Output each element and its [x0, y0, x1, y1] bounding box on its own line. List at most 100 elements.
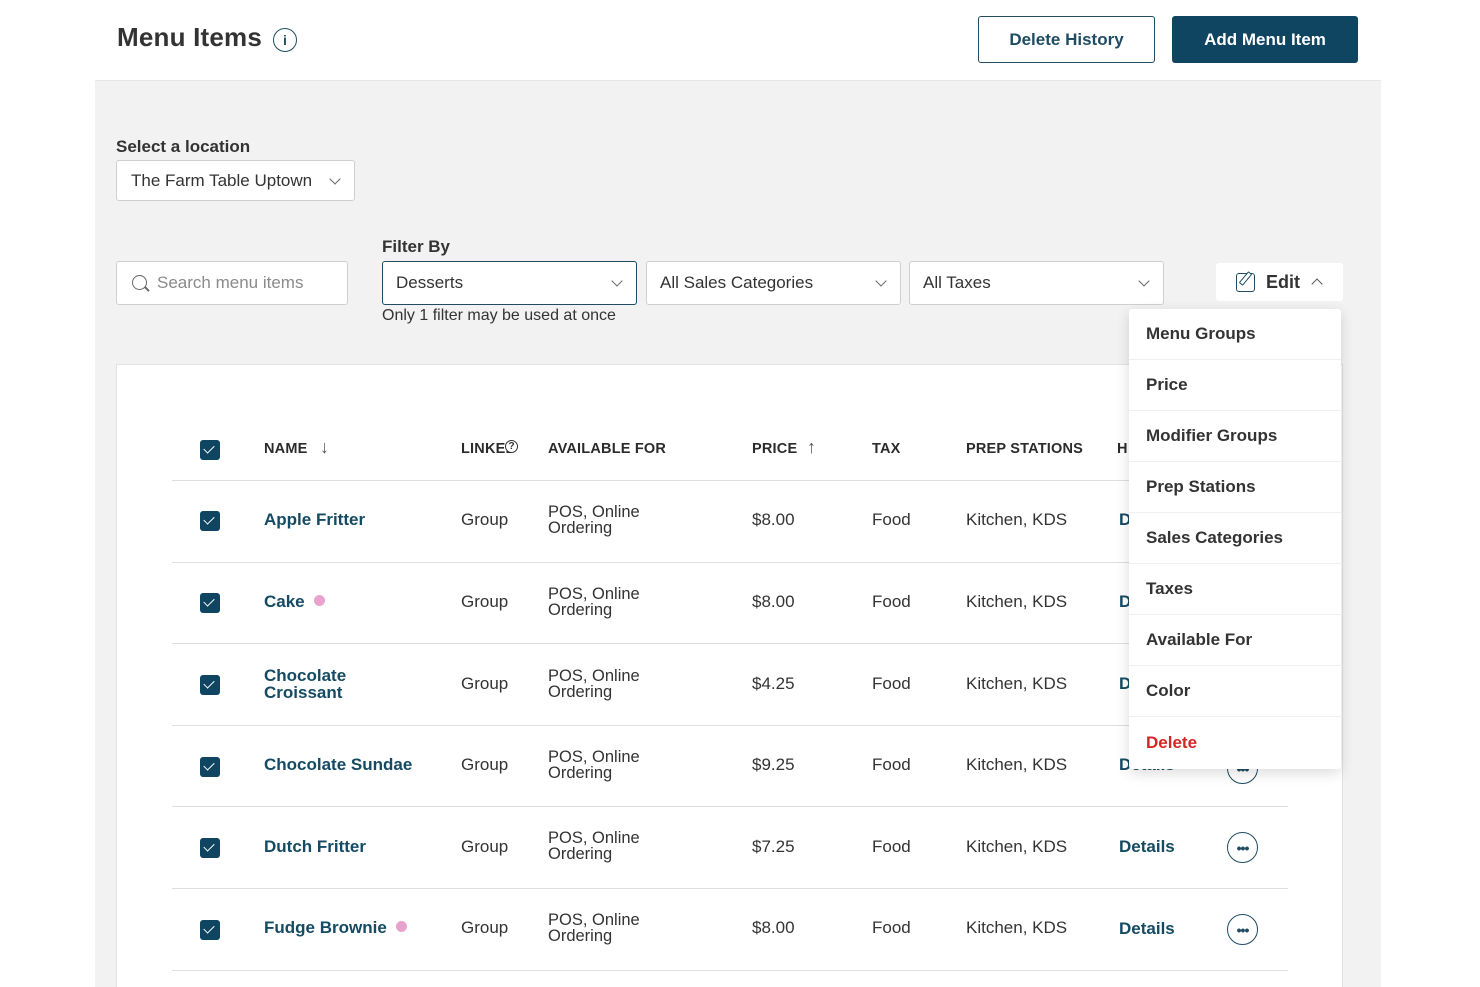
column-header-h: H — [1117, 441, 1128, 457]
available-for-cell: POS, Online Ordering — [548, 911, 640, 945]
color-dot-icon — [313, 595, 325, 606]
column-header-name[interactable]: NAME — [264, 441, 308, 457]
available-for-cell: POS, Online Ordering — [548, 829, 640, 863]
row-checkbox[interactable] — [200, 757, 220, 777]
menu-item-price[interactable]: Price — [1129, 360, 1341, 411]
location-value: The Farm Table Uptown — [131, 170, 313, 190]
item-name-link[interactable]: Dutch Fritter — [264, 837, 366, 856]
details-link[interactable]: Details — [1119, 837, 1175, 856]
prep-stations-cell: Kitchen, KDS — [966, 837, 1068, 856]
item-name-link[interactable]: Cake — [264, 593, 325, 610]
tax-cell: Food — [872, 837, 911, 856]
item-name-link[interactable]: Chocolate Sundae — [264, 755, 413, 774]
chevron-down-icon — [611, 275, 623, 287]
column-header-prep-stations: PREP STATIONS — [966, 441, 1084, 457]
price-cell: $8.00 — [752, 510, 795, 529]
location-label: Select a location — [116, 137, 251, 156]
prep-stations-cell: Kitchen, KDS — [966, 755, 1068, 774]
price-cell: $7.25 — [752, 837, 795, 856]
menu-item-menu-groups[interactable]: Menu Groups — [1129, 309, 1341, 360]
available-for-cell: POS, Online Ordering — [548, 585, 640, 619]
linked-label: LINKED — [461, 441, 517, 457]
search-input[interactable]: Search menu items — [116, 261, 348, 305]
row-checkbox[interactable] — [200, 511, 220, 531]
prep-stations-cell: Kitchen, KDS — [966, 674, 1068, 693]
chevron-down-icon — [329, 173, 341, 185]
tax-filter-value: All Taxes — [923, 273, 991, 292]
filter-by-label: Filter By — [382, 237, 451, 256]
tax-cell: Food — [872, 755, 911, 774]
menu-group-filter-select[interactable]: Desserts — [382, 261, 637, 305]
column-header-available-for: AVAILABLE FOR — [548, 441, 667, 457]
divider — [172, 806, 1288, 807]
price-cell: $9.25 — [752, 755, 795, 774]
prep-stations-cell: Kitchen, KDS — [966, 918, 1068, 937]
available-for-cell: POS, Online Ordering — [548, 667, 640, 701]
info-icon[interactable]: i — [273, 28, 297, 52]
row-checkbox[interactable] — [200, 593, 220, 613]
page-title: Menu Items — [117, 22, 263, 52]
search-icon — [132, 275, 147, 290]
linked-cell: Group — [461, 918, 509, 937]
divider — [172, 562, 1288, 563]
chevron-down-icon — [875, 275, 887, 287]
page-header: Menu Items i Delete History Add Menu Ite… — [95, 0, 1381, 81]
column-header-linked: LINKED — [461, 441, 516, 457]
sort-desc-icon[interactable]: ↓ — [320, 437, 329, 457]
available-for-cell: POS, Online Ordering — [548, 503, 640, 537]
menu-item-delete[interactable]: Delete — [1146, 732, 1198, 752]
menu-item-color[interactable]: Color — [1129, 666, 1341, 717]
menu-item-available-for[interactable]: Available For — [1129, 615, 1341, 666]
menu-item-modifier-groups[interactable]: Modifier Groups — [1129, 411, 1341, 462]
linked-cell: Group — [461, 510, 509, 529]
item-name-link[interactable]: Chocolate Croissant — [264, 666, 347, 702]
menu-item-prep-stations[interactable]: Prep Stations — [1129, 462, 1341, 513]
tax-cell: Food — [872, 510, 911, 529]
column-header-price[interactable]: PRICE — [752, 441, 798, 457]
more-options-icon[interactable]: ••• — [1227, 832, 1258, 863]
prep-stations-cell: Kitchen, KDS — [966, 592, 1068, 611]
divider — [172, 643, 1288, 644]
edit-button[interactable]: Edit — [1216, 263, 1343, 301]
divider — [172, 480, 1288, 481]
linked-cell: Group — [461, 592, 509, 611]
menu-item-taxes[interactable]: Taxes — [1129, 564, 1341, 615]
sales-category-filter-select[interactable]: All Sales Categories — [646, 261, 901, 305]
menu-item-sales-categories[interactable]: Sales Categories — [1129, 513, 1341, 564]
tax-cell: Food — [872, 592, 911, 611]
row-checkbox[interactable] — [200, 920, 220, 940]
more-options-icon[interactable]: ••• — [1227, 914, 1258, 945]
linked-cell: Group — [461, 755, 509, 774]
sales-category-filter-value: All Sales Categories — [660, 273, 814, 292]
location-select[interactable]: The Farm Table Uptown — [116, 160, 355, 201]
item-name-link[interactable]: Fudge Brownie — [264, 919, 407, 936]
prep-stations-cell: Kitchen, KDS — [966, 510, 1068, 529]
tax-cell: Food — [872, 674, 911, 693]
divider — [172, 888, 1288, 889]
tax-cell: Food — [872, 918, 911, 937]
linked-cell: Group — [461, 837, 509, 856]
delete-history-button[interactable]: Delete History — [978, 16, 1155, 63]
select-all-checkbox[interactable] — [200, 440, 220, 460]
color-dot-icon — [395, 921, 407, 932]
search-placeholder: Search menu items — [157, 273, 304, 292]
tax-filter-select[interactable]: All Taxes — [909, 261, 1164, 305]
row-checkbox[interactable] — [200, 675, 220, 695]
edit-dropdown-menu: Menu Groups Price Modifier Groups Prep S… — [1129, 309, 1341, 769]
chevron-down-icon — [1138, 275, 1150, 287]
linked-cell: Group — [461, 674, 509, 693]
help-icon[interactable]: ? — [505, 440, 518, 453]
menu-group-filter-value: Desserts — [396, 273, 464, 292]
sort-asc-icon[interactable]: ↑ — [807, 437, 816, 457]
add-menu-item-button[interactable]: Add Menu Item — [1172, 16, 1358, 63]
chevron-up-icon — [1311, 278, 1323, 290]
row-checkbox[interactable] — [200, 838, 220, 858]
edit-icon — [1236, 273, 1255, 292]
column-header-tax: TAX — [872, 441, 901, 457]
edit-label: Edit — [1266, 271, 1300, 292]
item-name-link[interactable]: Apple Fritter — [264, 510, 366, 529]
details-link[interactable]: Details — [1119, 919, 1175, 938]
available-for-cell: POS, Online Ordering — [548, 748, 640, 782]
price-cell: $8.00 — [752, 592, 795, 611]
